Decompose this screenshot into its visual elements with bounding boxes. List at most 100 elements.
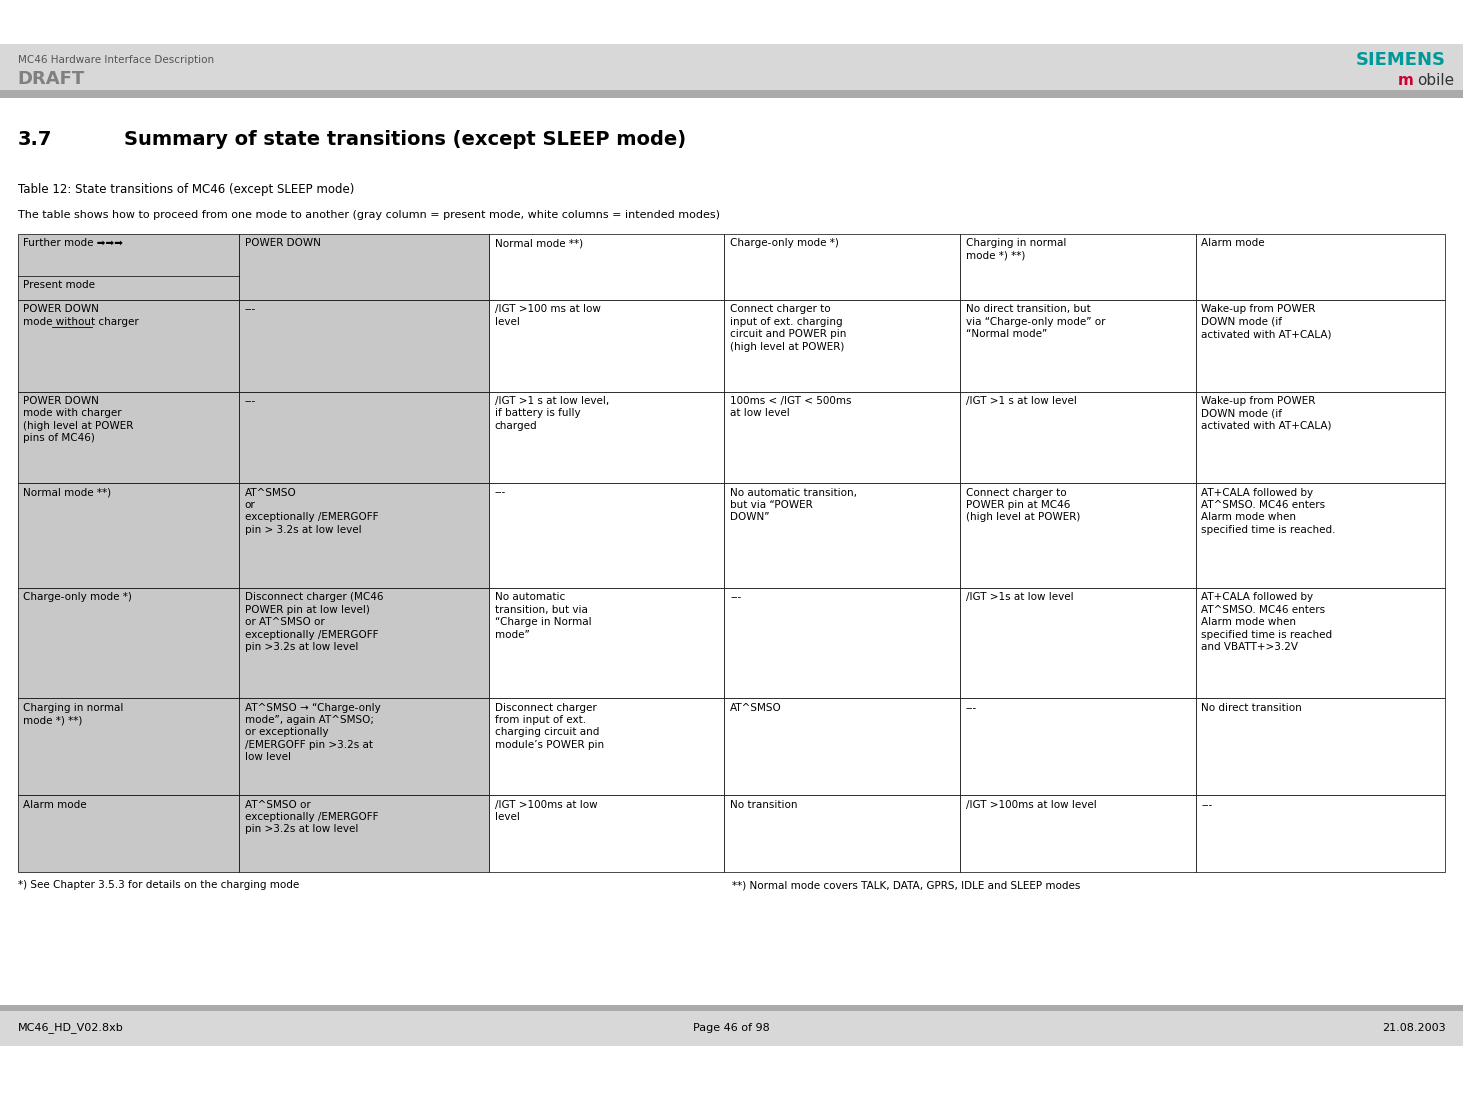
Bar — [960, 588, 1195, 698]
Bar — [489, 588, 724, 698]
Bar — [724, 588, 960, 698]
Bar — [1195, 588, 1445, 698]
Bar — [489, 795, 724, 872]
Bar — [960, 795, 1195, 872]
Bar — [18, 234, 238, 300]
Text: AT+CALA followed by
AT^SMSO. MC46 enters
Alarm mode when
specified time is reach: AT+CALA followed by AT^SMSO. MC46 enters… — [1201, 592, 1333, 652]
Text: Charge-only mode *): Charge-only mode *) — [730, 238, 840, 248]
Text: obile: obile — [1418, 73, 1454, 88]
Text: ---: --- — [966, 703, 977, 713]
Text: DRAFT: DRAFT — [18, 71, 85, 88]
Bar — [724, 483, 960, 588]
Text: Table 12: State transitions of MC46 (except SLEEP mode): Table 12: State transitions of MC46 (exc… — [18, 183, 354, 196]
Bar — [960, 392, 1195, 483]
Bar — [18, 698, 238, 795]
Text: SIEMENS: SIEMENS — [1355, 51, 1445, 68]
Text: The table shows how to proceed from one mode to another (gray column = present m: The table shows how to proceed from one … — [18, 210, 720, 219]
Bar — [1195, 300, 1445, 392]
Text: Connect charger to
input of ext. charging
circuit and POWER pin
(high level at P: Connect charger to input of ext. chargin… — [730, 304, 847, 352]
Text: Charge-only mode *): Charge-only mode *) — [23, 592, 132, 602]
Text: /IGT >100ms at low
level: /IGT >100ms at low level — [494, 800, 597, 822]
Bar — [0, 1005, 1463, 1011]
Text: Disconnect charger
from input of ext.
charging circuit and
module’s POWER pin: Disconnect charger from input of ext. ch… — [494, 703, 604, 750]
Bar — [18, 588, 238, 698]
Text: AT^SMSO: AT^SMSO — [730, 703, 781, 713]
Text: No direct transition: No direct transition — [1201, 703, 1302, 713]
Text: ---: --- — [244, 396, 256, 406]
Bar — [960, 698, 1195, 795]
Bar — [489, 698, 724, 795]
Text: ---: --- — [730, 592, 742, 602]
Bar — [18, 300, 238, 392]
Bar — [724, 234, 960, 300]
Text: Disconnect charger (MC46
POWER pin at low level)
or AT^SMSO or
exceptionally /EM: Disconnect charger (MC46 POWER pin at lo… — [244, 592, 383, 652]
Text: /IGT >1s at low level: /IGT >1s at low level — [966, 592, 1074, 602]
Bar — [1195, 392, 1445, 483]
Text: Alarm mode: Alarm mode — [1201, 238, 1265, 248]
Bar — [489, 300, 724, 392]
Text: 3.7: 3.7 — [18, 130, 51, 149]
Text: Wake-up from POWER
DOWN mode (if
activated with AT+CALA): Wake-up from POWER DOWN mode (if activat… — [1201, 396, 1331, 431]
Bar — [0, 44, 1463, 90]
Bar — [724, 698, 960, 795]
Bar — [489, 483, 724, 588]
Bar — [18, 392, 238, 483]
Bar — [724, 300, 960, 392]
Text: Connect charger to
POWER pin at MC46
(high level at POWER): Connect charger to POWER pin at MC46 (hi… — [966, 488, 1080, 523]
Text: AT+CALA followed by
AT^SMSO. MC46 enters
Alarm mode when
specified time is reach: AT+CALA followed by AT^SMSO. MC46 enters… — [1201, 488, 1336, 535]
Text: 100ms < /IGT < 500ms
at low level: 100ms < /IGT < 500ms at low level — [730, 396, 851, 418]
Bar — [238, 392, 489, 483]
Text: No automatic transition,
but via “POWER
DOWN”: No automatic transition, but via “POWER … — [730, 488, 857, 523]
Bar — [0, 1006, 1463, 1046]
Text: MC46_HD_V02.8xb: MC46_HD_V02.8xb — [18, 1022, 123, 1034]
Bar — [1195, 234, 1445, 300]
Bar — [238, 698, 489, 795]
Bar — [489, 392, 724, 483]
Text: Charging in normal
mode *) **): Charging in normal mode *) **) — [966, 238, 1067, 260]
Bar — [960, 483, 1195, 588]
Text: No direct transition, but
via “Charge-only mode” or
“Normal mode”: No direct transition, but via “Charge-on… — [966, 304, 1106, 340]
Bar — [0, 90, 1463, 98]
Text: POWER DOWN: POWER DOWN — [244, 238, 320, 248]
Bar — [960, 234, 1195, 300]
Text: /IGT >1 s at low level: /IGT >1 s at low level — [966, 396, 1077, 406]
Text: Summary of state transitions (except SLEEP mode): Summary of state transitions (except SLE… — [124, 130, 686, 149]
Text: ---: --- — [244, 304, 256, 314]
Text: MC46 Hardware Interface Description: MC46 Hardware Interface Description — [18, 54, 214, 65]
Text: Charging in normal
mode *) **): Charging in normal mode *) **) — [23, 703, 124, 725]
Bar — [238, 795, 489, 872]
Bar — [724, 392, 960, 483]
Text: Wake-up from POWER
DOWN mode (if
activated with AT+CALA): Wake-up from POWER DOWN mode (if activat… — [1201, 304, 1331, 340]
Text: **) Normal mode covers TALK, DATA, GPRS, IDLE and SLEEP modes: **) Normal mode covers TALK, DATA, GPRS,… — [732, 880, 1080, 890]
Text: Further mode ➡➡➡: Further mode ➡➡➡ — [23, 238, 123, 248]
Bar — [238, 234, 489, 300]
Bar — [960, 300, 1195, 392]
Text: /IGT >100 ms at low
level: /IGT >100 ms at low level — [494, 304, 600, 326]
Text: No transition: No transition — [730, 800, 797, 810]
Bar — [238, 300, 489, 392]
Text: Alarm mode: Alarm mode — [23, 800, 86, 810]
Text: ---: --- — [1201, 800, 1213, 810]
Bar — [238, 588, 489, 698]
Text: Normal mode **): Normal mode **) — [494, 238, 582, 248]
Bar — [18, 483, 238, 588]
Text: /IGT >1 s at low level,
if battery is fully
charged: /IGT >1 s at low level, if battery is fu… — [494, 396, 609, 431]
Text: /IGT >100ms at low level: /IGT >100ms at low level — [966, 800, 1097, 810]
Text: AT^SMSO or
exceptionally /EMERGOFF
pin >3.2s at low level: AT^SMSO or exceptionally /EMERGOFF pin >… — [244, 800, 379, 835]
Text: *) See Chapter 3.5.3 for details on the charging mode: *) See Chapter 3.5.3 for details on the … — [18, 880, 298, 890]
Text: 21.08.2003: 21.08.2003 — [1383, 1022, 1445, 1034]
Bar — [724, 795, 960, 872]
Bar — [1195, 698, 1445, 795]
Text: Present mode: Present mode — [23, 280, 95, 290]
Text: AT^SMSO
or
exceptionally /EMERGOFF
pin > 3.2s at low level: AT^SMSO or exceptionally /EMERGOFF pin >… — [244, 488, 379, 535]
Bar — [238, 483, 489, 588]
Text: No automatic
transition, but via
“Charge in Normal
mode”: No automatic transition, but via “Charge… — [494, 592, 591, 640]
Bar — [489, 234, 724, 300]
Bar — [1195, 795, 1445, 872]
Text: Page 46 of 98: Page 46 of 98 — [693, 1022, 770, 1034]
Text: AT^SMSO → “Charge-only
mode”, again AT^SMSO;
or exceptionally
/EMERGOFF pin >3.2: AT^SMSO → “Charge-only mode”, again AT^S… — [244, 703, 380, 762]
Text: ---: --- — [494, 488, 506, 497]
Bar — [18, 795, 238, 872]
Text: POWER DOWN
mode without charger: POWER DOWN mode without charger — [23, 304, 139, 326]
Text: Normal mode **): Normal mode **) — [23, 488, 111, 497]
